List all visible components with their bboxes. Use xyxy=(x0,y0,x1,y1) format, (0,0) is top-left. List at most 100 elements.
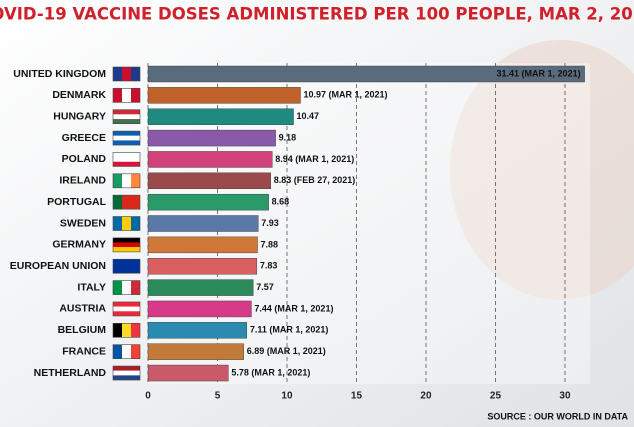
flag-border xyxy=(112,130,141,146)
bar xyxy=(147,215,259,232)
bar xyxy=(147,129,276,147)
flag-stripe xyxy=(113,195,122,210)
value-label: 7.83 xyxy=(260,261,278,271)
bar xyxy=(147,172,271,190)
flag-stripe xyxy=(113,131,140,136)
x-tick-label: 0 xyxy=(145,391,151,402)
y-tick-label: ITALY xyxy=(77,281,106,293)
flag-stripe xyxy=(122,195,131,210)
x-tick-label: 15 xyxy=(351,391,363,402)
flag-stripe xyxy=(113,173,122,188)
flag-stripe xyxy=(131,323,140,338)
flag-stripe xyxy=(113,247,140,252)
y-tick-label: NETHERLAND xyxy=(34,367,107,379)
y-tick-label: POLAND xyxy=(62,153,107,165)
flag-stripe xyxy=(131,88,140,103)
flag-stripe xyxy=(113,370,140,376)
y-tick-label: GREECE xyxy=(62,132,106,144)
source: SOURCE : OUR WORLD IN DATA xyxy=(487,411,628,421)
chart-title: COVID-19 VACCINE DOSES ADMINISTERED PER … xyxy=(0,5,634,24)
value-label: 8.83 (FEB 27, 2021) xyxy=(274,175,356,185)
flag-stripe xyxy=(122,173,131,188)
x-tick-label: 25 xyxy=(490,391,502,402)
flag-border xyxy=(112,66,141,82)
y-tick-label: AUSTRIA xyxy=(59,303,106,315)
flag-stripe xyxy=(122,280,131,295)
flag-stripe xyxy=(113,323,122,338)
flag-stripe xyxy=(131,280,140,295)
flag-stripe xyxy=(113,311,140,316)
flag-border xyxy=(112,109,141,125)
flag-border xyxy=(112,344,141,359)
bar xyxy=(147,279,254,296)
flag-stripe xyxy=(113,135,140,141)
value-label: 9.18 xyxy=(279,132,297,142)
flag-stripe xyxy=(122,323,131,338)
value-label: 31.41 (MAR 1, 2021) xyxy=(497,68,581,78)
value-label: 7.57 xyxy=(256,282,274,292)
flag-stripe xyxy=(113,259,122,274)
flag-border xyxy=(112,88,141,103)
flag-stripe xyxy=(131,195,140,210)
y-tick-label: GERMANY xyxy=(52,239,106,251)
flag-stripe xyxy=(113,216,122,231)
value-label: 7.93 xyxy=(261,218,279,228)
value-label: 7.88 xyxy=(261,239,279,249)
flag-border xyxy=(112,323,141,338)
flag-stripe xyxy=(131,259,140,274)
flag-stripe xyxy=(113,375,140,381)
x-tick-label: 20 xyxy=(420,391,432,402)
y-tick-label: FRANCE xyxy=(62,345,106,357)
value-label: 10.47 xyxy=(297,111,320,121)
value-label: 10.97 (MAR 1, 2021) xyxy=(303,90,387,100)
flag-stripe xyxy=(122,67,131,81)
flag-stripe xyxy=(131,67,140,81)
value-label: 6.89 (MAR 1, 2021) xyxy=(247,346,326,356)
y-tick-label: DENMARK xyxy=(52,89,106,101)
flag-border xyxy=(112,152,141,167)
bar xyxy=(147,108,294,125)
bar xyxy=(147,364,229,382)
y-tick-label: IRELAND xyxy=(59,175,106,187)
flag-stripe xyxy=(113,119,140,124)
flag-stripe xyxy=(113,366,140,371)
flag-stripe xyxy=(122,259,131,274)
bar xyxy=(147,151,273,168)
flag-border xyxy=(112,365,141,381)
flag-stripe xyxy=(113,237,140,243)
bar xyxy=(147,322,248,339)
flag-stripe xyxy=(113,161,140,167)
y-tick-label: PORTUGAL xyxy=(47,196,107,208)
y-tick-label: BELGIUM xyxy=(58,324,107,336)
flag-stripe xyxy=(122,344,131,359)
flag-border xyxy=(112,237,141,253)
bar xyxy=(147,65,585,83)
flag-stripe xyxy=(122,216,131,231)
y-tick-label: HUNGARY xyxy=(53,111,106,123)
flag-border xyxy=(112,280,141,295)
value-label: 8.68 xyxy=(272,197,290,207)
flag-border xyxy=(112,301,141,317)
bar xyxy=(147,300,252,318)
x-tick-label: 10 xyxy=(281,391,293,402)
flag-stripe xyxy=(113,152,140,158)
x-tick-label: 5 xyxy=(215,391,221,402)
flag-stripe xyxy=(131,216,140,231)
value-label: 8.94 (MAR 1, 2021) xyxy=(275,154,354,164)
flag-stripe xyxy=(131,344,140,359)
flag-border xyxy=(112,173,141,189)
flag-border xyxy=(112,194,141,210)
value-label: 7.44 (MAR 1, 2021) xyxy=(254,303,333,313)
flag-stripe xyxy=(113,344,122,359)
y-tick-label: EUROPEAN UNION xyxy=(10,260,106,272)
flag-stripe xyxy=(113,114,140,120)
flag-stripe xyxy=(113,157,140,162)
flag-border xyxy=(112,258,141,274)
flag-stripe xyxy=(113,242,140,248)
bar xyxy=(147,87,301,104)
y-tick-label: UNITED KINGDOM xyxy=(13,68,106,80)
flag-stripe xyxy=(113,140,140,146)
flag-stripe xyxy=(131,173,140,188)
flag-stripe xyxy=(113,301,140,307)
